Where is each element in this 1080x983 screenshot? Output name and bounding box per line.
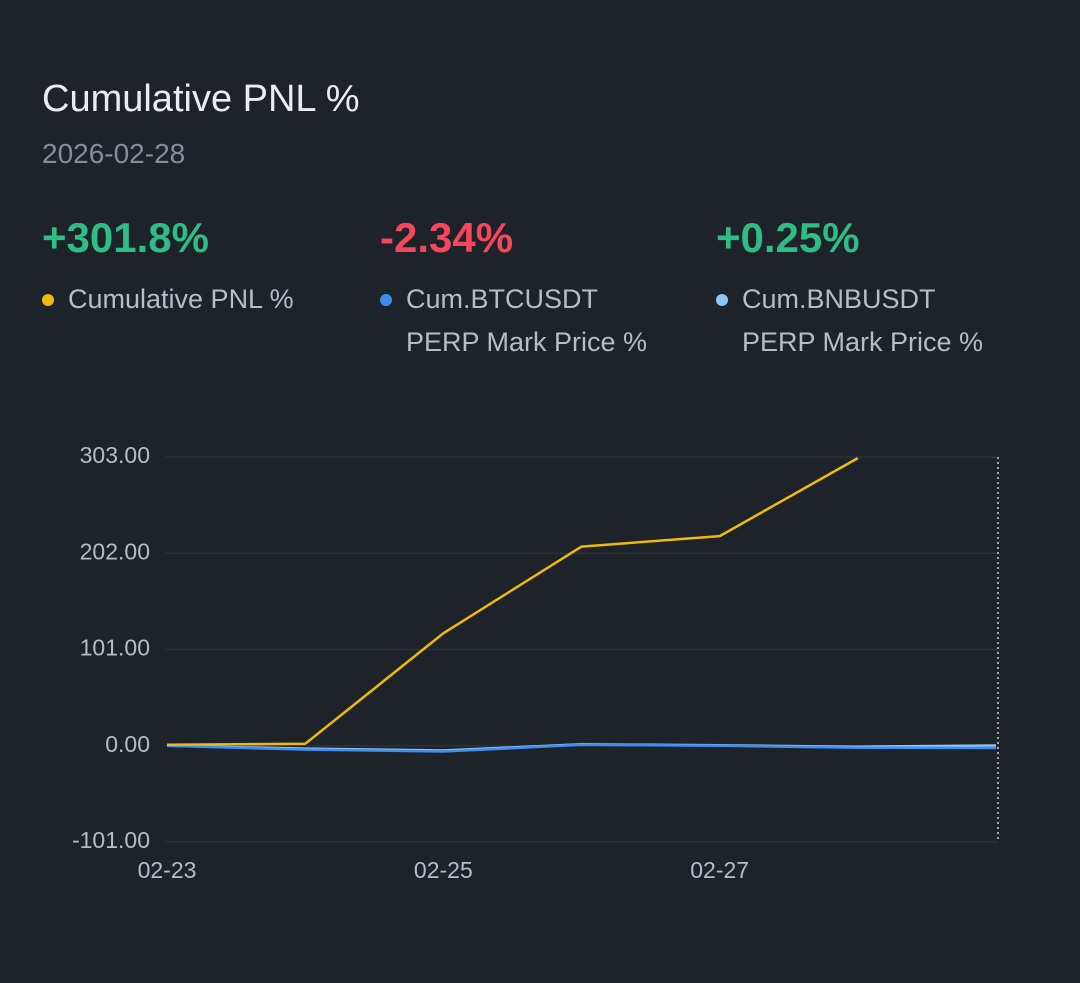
- stat: +301.8% Cumulative PNL %: [42, 212, 362, 321]
- chart: -101.00 0.00 101.00 202.00 303.00 02-23 02-25 0…: [72, 442, 999, 883]
- y-tick-label: 0.00: [105, 731, 150, 757]
- x-tick-label: 02-25: [414, 857, 473, 883]
- x-tick-label: 02-23: [138, 857, 197, 883]
- y-tick-label: 101.00: [80, 635, 150, 661]
- stat: +0.25% Cum.BNBUSDT PERP Mark Price %: [716, 212, 1036, 364]
- stat-value: +0.25%: [716, 214, 860, 261]
- stat-value: +301.8%: [42, 214, 209, 261]
- chart-title: Cumulative PNL %: [42, 78, 360, 120]
- legend-entry: Cum.BTCUSDT PERP Mark Price %: [380, 278, 676, 364]
- legend-dot: [380, 294, 392, 306]
- legend-dot: [42, 294, 54, 306]
- legend-entry: Cum.BNBUSDT PERP Mark Price %: [716, 278, 1012, 364]
- stat: -2.34% Cum.BTCUSDT PERP Mark Price %: [380, 212, 700, 364]
- legend-dot: [716, 294, 728, 306]
- chart-subtitle: 2026-02-28: [42, 138, 186, 169]
- x-tick-label: 02-27: [690, 857, 749, 883]
- stat-value: -2.34%: [380, 214, 514, 261]
- y-tick-label: 202.00: [80, 538, 150, 564]
- legend-label: Cum.BNBUSDT PERP Mark Price %: [742, 284, 984, 357]
- series-line: [166, 457, 859, 747]
- legend-label: Cum.BTCUSDT PERP Mark Price %: [406, 284, 648, 357]
- y-tick-label: -101.00: [72, 827, 150, 853]
- y-tick-label: 303.00: [80, 442, 150, 468]
- series-line: [166, 743, 997, 753]
- legend-entry: Cumulative PNL %: [42, 278, 338, 321]
- legend-label: Cumulative PNL %: [68, 284, 294, 314]
